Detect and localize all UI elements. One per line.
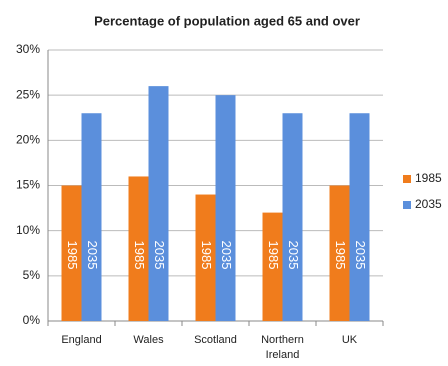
y-tick-label: 5% <box>23 268 41 282</box>
legend-label: 1985 <box>415 171 442 185</box>
bar-label: 2035 <box>353 241 368 270</box>
x-tick-label: Wales <box>133 334 164 346</box>
bar-label: 2035 <box>85 241 100 270</box>
bar-label: 2035 <box>152 241 167 270</box>
x-tick-label: UK <box>341 334 358 346</box>
bar-label: 1985 <box>65 241 80 270</box>
bar <box>215 95 236 322</box>
bar <box>148 86 169 321</box>
y-tick-label: 25% <box>16 87 40 101</box>
y-tick-label: 10% <box>16 223 40 237</box>
bar <box>349 113 370 321</box>
x-tick-label: Northern Ireland <box>261 334 304 361</box>
bar <box>282 113 303 321</box>
bar-label: 1985 <box>132 241 147 270</box>
x-tick-label: England <box>61 334 102 346</box>
bar <box>195 194 216 321</box>
bar-label: 1985 <box>266 241 281 270</box>
bar <box>128 176 149 321</box>
bar-label: 2035 <box>219 241 234 270</box>
x-tick-label: Scotland <box>194 334 237 346</box>
bar <box>61 185 82 321</box>
bar-label: 1985 <box>333 241 348 270</box>
bar <box>81 113 102 321</box>
legend-swatch <box>403 201 411 209</box>
y-tick-label: 20% <box>16 133 40 147</box>
bar <box>262 212 283 321</box>
bar-label: 1985 <box>199 241 214 270</box>
legend-swatch <box>403 175 411 183</box>
y-tick-label: 15% <box>16 178 40 192</box>
y-tick-label: 0% <box>23 313 41 327</box>
bar-label: 2035 <box>286 241 301 270</box>
chart-title: Percentage of population aged 65 and ove… <box>94 13 360 28</box>
bar <box>329 185 350 321</box>
y-tick-label: 30% <box>16 42 40 56</box>
legend-label: 2035 <box>415 197 442 211</box>
